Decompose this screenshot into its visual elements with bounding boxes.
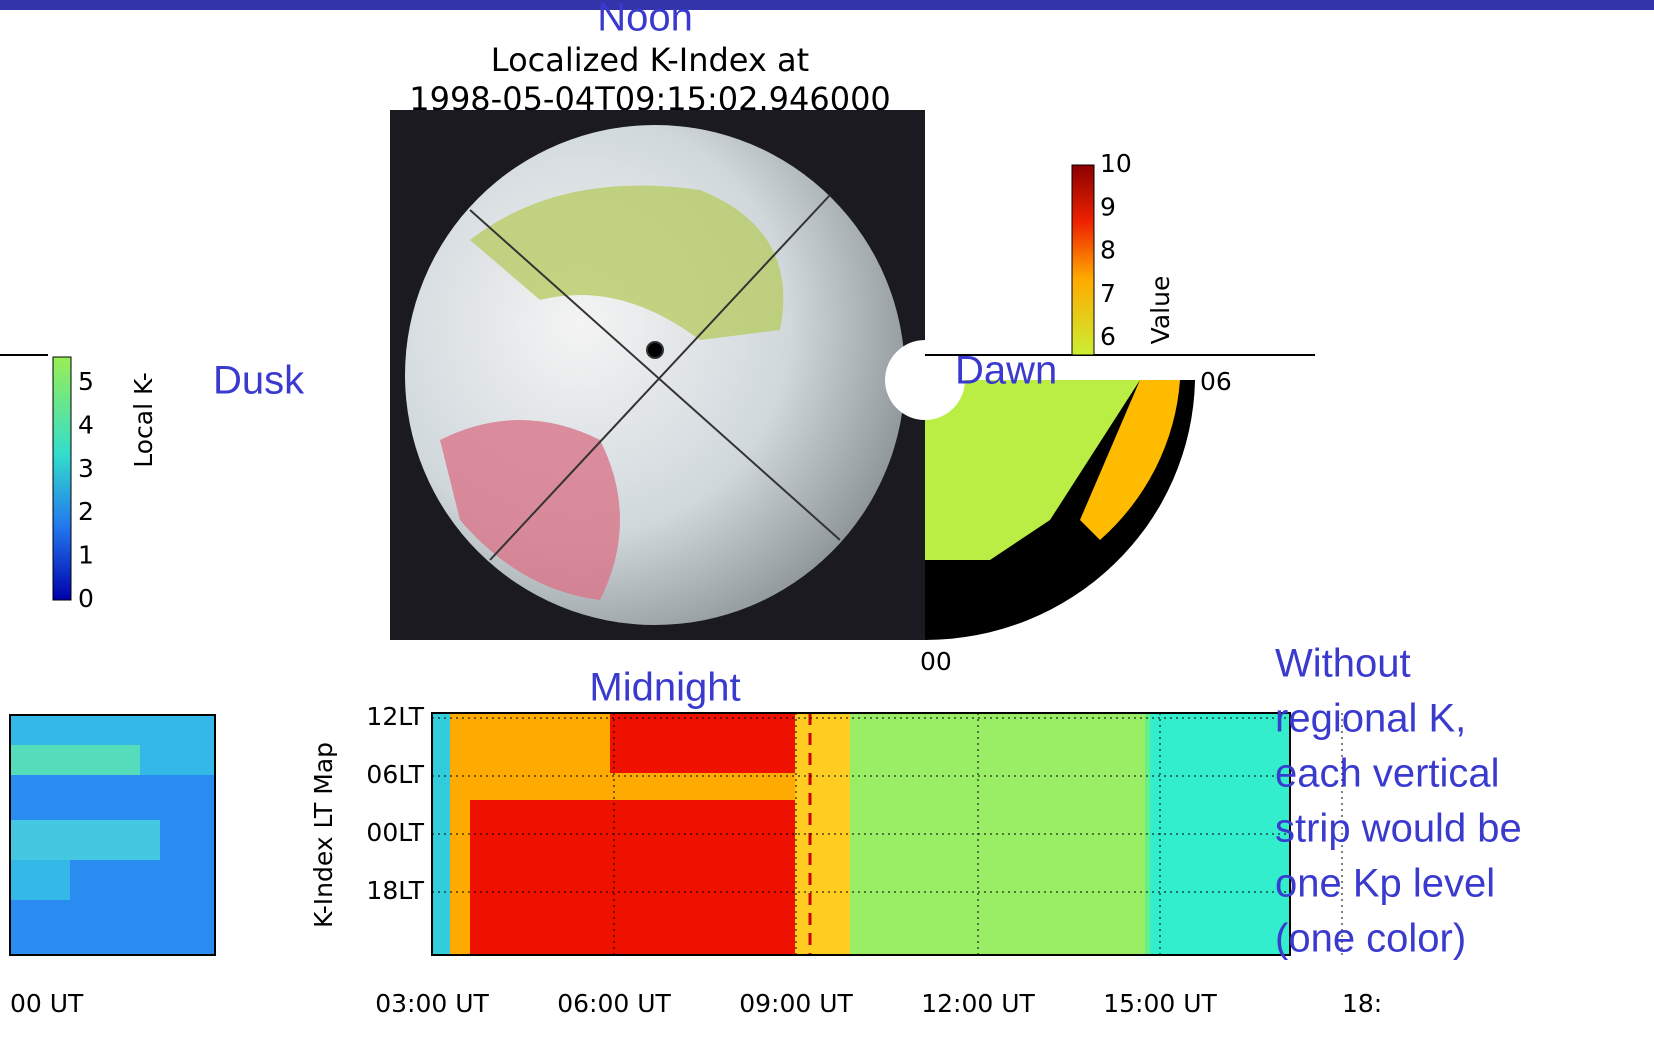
dawn-label: Dawn — [955, 349, 1057, 393]
x-tick-label: 15:00 UT — [1103, 989, 1217, 1018]
x-tick-label: 12:00 UT — [921, 989, 1035, 1018]
annotation: (one color) — [1275, 917, 1466, 961]
colorbar-tick: 6 — [1100, 322, 1116, 351]
annotation: Without — [1275, 642, 1411, 686]
colorbar-tick: 8 — [1100, 236, 1116, 265]
colorbar-tick: 4 — [78, 410, 94, 439]
colorbar-tick: 5 — [78, 367, 94, 396]
left-map — [10, 715, 215, 955]
y-tick-label: 00LT — [366, 818, 424, 847]
annotation: strip would be — [1275, 807, 1522, 851]
polar-center — [885, 340, 965, 420]
x-tick-label: 09:00 UT — [739, 989, 853, 1018]
polar-label: 06 — [1200, 367, 1232, 396]
colorbar-tick: 10 — [1100, 149, 1132, 178]
colorbar-tick: 9 — [1100, 192, 1116, 221]
y-tick-label: 12LT — [366, 702, 424, 731]
x-tick-label: 06:00 UT — [557, 989, 671, 1018]
colorbar-label: Local K- — [129, 372, 158, 468]
colorbar — [1072, 165, 1094, 355]
x-tick-label: 03:00 UT — [375, 989, 489, 1018]
midnight-label: Midnight — [589, 666, 740, 710]
y-axis-label: K-Index LT Map — [309, 742, 338, 928]
colorbar — [53, 357, 71, 600]
polar-label: 00 — [920, 647, 952, 676]
map-title: Localized K-Index at — [491, 41, 809, 79]
top-bar — [0, 0, 1654, 10]
colorbar-tick: 0 — [78, 584, 94, 613]
annotation: each vertical — [1275, 752, 1500, 796]
colorbar-tick: 3 — [78, 454, 94, 483]
colorbar-tick: 2 — [78, 497, 94, 526]
annotation: regional K, — [1275, 697, 1466, 741]
noon-label: Noon — [597, 0, 693, 40]
y-tick-label: 18LT — [366, 876, 424, 905]
annotation: one Kp level — [1275, 862, 1495, 906]
x-tick-label: 18: — [1342, 989, 1382, 1018]
colorbar-label: Value — [1146, 276, 1175, 345]
colorbar-tick: 7 — [1100, 279, 1116, 308]
page: {"slide":{"noon":"Noon","dusk":"Dusk","d… — [0, 0, 1654, 1051]
slide: Noon Localized K-Index at 1998-05-04T09:… — [0, 0, 1654, 1051]
lt-map — [432, 713, 1290, 955]
dusk-label: Dusk — [213, 359, 305, 403]
colorbar-tick: 1 — [78, 541, 94, 570]
x-tick-label: 00 UT — [10, 989, 84, 1018]
y-tick-label: 06LT — [366, 760, 424, 789]
